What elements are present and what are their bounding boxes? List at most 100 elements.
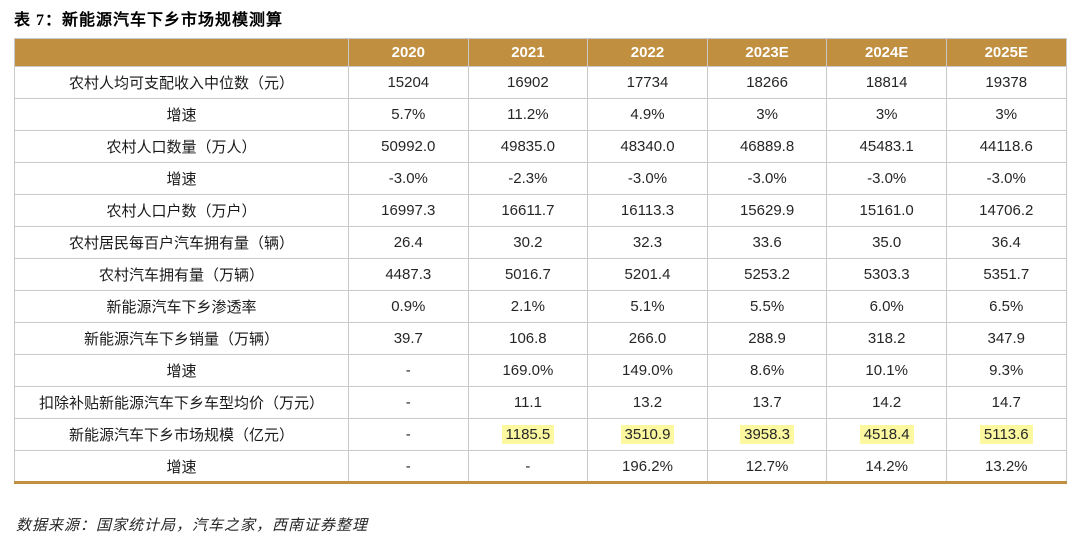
value-cell: 16997.3	[348, 194, 469, 227]
value-cell: -3.0%	[587, 162, 708, 195]
value-cell: 15204	[348, 66, 469, 99]
value-cell: 9.3%	[945, 354, 1067, 387]
value-cell: -3.0%	[945, 162, 1067, 195]
value-cell: 11.1	[467, 386, 589, 419]
value-cell: 18266	[706, 66, 828, 99]
value-cell: 14.7	[945, 386, 1067, 419]
header-cell-blank	[14, 38, 349, 67]
value-cell: 3%	[826, 98, 947, 131]
value-cell: -	[348, 418, 469, 451]
table-row: 增速 5.7% 11.2% 4.9% 3% 3% 3%	[14, 98, 1067, 131]
row-label: 新能源汽车下乡销量（万辆）	[14, 322, 349, 355]
value-cell: 16611.7	[467, 194, 589, 227]
value-cell: 13.2%	[945, 450, 1067, 484]
value-cell: 32.3	[587, 226, 708, 259]
value-cell: 3%	[945, 98, 1067, 131]
value-cell: 10.1%	[826, 354, 947, 387]
value-cell: 3%	[706, 98, 828, 131]
value-cell: 35.0	[826, 226, 947, 259]
value-cell: 4.9%	[587, 98, 708, 131]
value-cell: -3.0%	[826, 162, 947, 195]
header-cell-2020: 2020	[348, 38, 469, 67]
value-cell: 5201.4	[587, 258, 708, 291]
value-cell-highlighted: 3510.9	[587, 418, 708, 451]
value-cell-highlighted: 1185.5	[467, 418, 589, 451]
value-cell: 14.2%	[826, 450, 947, 484]
header-cell-2023e: 2023E	[706, 38, 828, 67]
value-cell: 149.0%	[587, 354, 708, 387]
header-cell-2025e: 2025E	[945, 38, 1067, 67]
header-cell-2024e: 2024E	[826, 38, 947, 67]
value-cell: 347.9	[945, 322, 1067, 355]
table-title: 表 7：新能源汽车下乡市场规模测算	[14, 12, 284, 29]
value-cell: 30.2	[467, 226, 589, 259]
row-label: 农村汽车拥有量（万辆）	[14, 258, 349, 291]
value-cell: 5351.7	[945, 258, 1067, 291]
table-row: 增速 - 169.0% 149.0% 8.6% 10.1% 9.3%	[14, 354, 1067, 387]
table-row: 增速 - - 196.2% 12.7% 14.2% 13.2%	[14, 450, 1067, 484]
value-cell: 15161.0	[826, 194, 947, 227]
table-row: 扣除补贴新能源汽车下乡车型均价（万元） - 11.1 13.2 13.7 14.…	[14, 386, 1067, 419]
value-cell: 39.7	[348, 322, 469, 355]
value-cell: 2.1%	[467, 290, 589, 323]
value-cell: 13.2	[587, 386, 708, 419]
value-cell: 26.4	[348, 226, 469, 259]
value-cell: -	[348, 354, 469, 387]
value-cell: 19378	[945, 66, 1067, 99]
row-label: 增速	[14, 354, 349, 387]
row-label: 农村人口数量（万人）	[14, 130, 349, 163]
value-cell: 5016.7	[467, 258, 589, 291]
value-cell: 8.6%	[706, 354, 828, 387]
table-row: 新能源汽车下乡销量（万辆） 39.7 106.8 266.0 288.9 318…	[14, 322, 1067, 355]
table-row: 新能源汽车下乡渗透率 0.9% 2.1% 5.1% 5.5% 6.0% 6.5%	[14, 290, 1067, 323]
table-row: 农村汽车拥有量（万辆） 4487.3 5016.7 5201.4 5253.2 …	[14, 258, 1067, 291]
value-cell: 16113.3	[587, 194, 708, 227]
value-cell: 5253.2	[706, 258, 828, 291]
row-label: 新能源汽车下乡渗透率	[14, 290, 349, 323]
table-row: 农村人口数量（万人） 50992.0 49835.0 48340.0 46889…	[14, 130, 1067, 163]
highlight-mark: 5113.6	[979, 425, 1033, 444]
value-cell: 18814	[826, 66, 947, 99]
value-cell: 17734	[587, 66, 708, 99]
value-cell: -2.3%	[467, 162, 589, 195]
row-label: 农村人口户数（万户）	[14, 194, 349, 227]
value-cell: 318.2	[826, 322, 947, 355]
value-cell: -	[348, 386, 469, 419]
value-cell-highlighted: 3958.3	[706, 418, 828, 451]
value-cell: 196.2%	[587, 450, 708, 484]
value-cell: 288.9	[706, 322, 828, 355]
value-cell: 5.1%	[587, 290, 708, 323]
value-cell: 5.7%	[348, 98, 469, 131]
value-cell: 36.4	[945, 226, 1067, 259]
value-cell: 12.7%	[706, 450, 828, 484]
table-row-market-size: 新能源汽车下乡市场规模（亿元） - 1185.5 3510.9 3958.3 4…	[14, 418, 1067, 451]
value-cell: 44118.6	[945, 130, 1067, 163]
value-cell: -3.0%	[706, 162, 828, 195]
data-source-note: 数据来源：国家统计局，汽车之家，西南证券整理	[16, 518, 369, 534]
row-label: 农村人均可支配收入中位数（元）	[14, 66, 349, 99]
value-cell: 6.0%	[826, 290, 947, 323]
value-cell: 15629.9	[706, 194, 828, 227]
table-row: 农村居民每百户汽车拥有量（辆） 26.4 30.2 32.3 33.6 35.0…	[14, 226, 1067, 259]
table-row: 农村人口户数（万户） 16997.3 16611.7 16113.3 15629…	[14, 194, 1067, 227]
row-label: 增速	[14, 98, 349, 131]
value-cell: 13.7	[706, 386, 828, 419]
value-cell: 14706.2	[945, 194, 1067, 227]
value-cell: -3.0%	[348, 162, 469, 195]
value-cell: 48340.0	[587, 130, 708, 163]
table-row: 增速 -3.0% -2.3% -3.0% -3.0% -3.0% -3.0%	[14, 162, 1067, 195]
row-label: 农村居民每百户汽车拥有量（辆）	[14, 226, 349, 259]
table-row: 农村人均可支配收入中位数（元） 15204 16902 17734 18266 …	[14, 66, 1067, 99]
row-label: 增速	[14, 450, 349, 484]
value-cell-highlighted: 4518.4	[826, 418, 947, 451]
value-cell: 4487.3	[348, 258, 469, 291]
highlight-mark: 3958.3	[740, 425, 795, 444]
value-cell-highlighted: 5113.6	[945, 418, 1067, 451]
value-cell: 5303.3	[826, 258, 947, 291]
value-cell: 33.6	[706, 226, 828, 259]
value-cell: 106.8	[467, 322, 589, 355]
value-cell: 16902	[467, 66, 589, 99]
market-size-table: 2020 2021 2022 2023E 2024E 2025E 农村人均可支配…	[14, 38, 1067, 484]
row-label: 增速	[14, 162, 349, 195]
